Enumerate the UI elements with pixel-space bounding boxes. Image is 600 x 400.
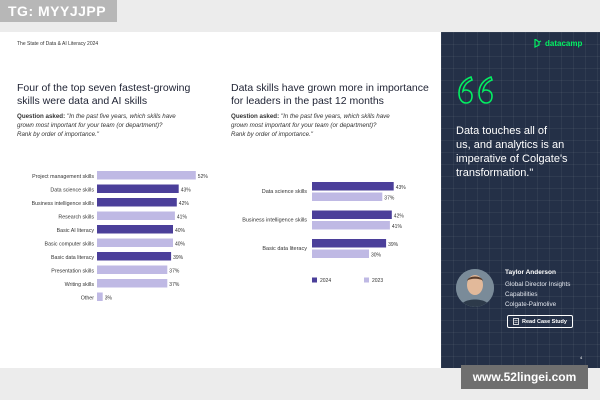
bar	[97, 211, 175, 220]
category-label: Data science skills	[262, 189, 307, 195]
read-case-study-label: Read Case Study	[522, 318, 567, 325]
quote-line: us, and analytics is an	[456, 139, 565, 151]
bar	[312, 210, 392, 219]
value-label: 40%	[175, 228, 186, 234]
category-label: Basic data literacy	[262, 246, 307, 252]
quote-text: Data touches all of us, and analytics is…	[456, 124, 586, 180]
value-label: 41%	[392, 224, 403, 230]
category-label: Presentation skills	[51, 269, 94, 275]
person-title: Capabilities	[505, 291, 538, 298]
logo-text: datacamp	[545, 39, 583, 48]
left-heading: Four of the top seven fastest-growing sk…	[17, 82, 217, 108]
question-line: "In the past five years, which skills ha…	[66, 113, 176, 120]
bar	[312, 221, 390, 230]
value-label: 42%	[394, 214, 405, 220]
question-line: grown most important for your team (or d…	[231, 122, 377, 129]
datacamp-logo: datacamp	[534, 39, 582, 48]
category-label: Research skills	[58, 215, 94, 221]
watermark-top: TG: MYYJJPP	[0, 0, 117, 22]
value-label: 43%	[181, 188, 192, 194]
middle-heading-line: for leaders in the past 12 months	[231, 95, 384, 107]
legend-label: 2023	[372, 278, 383, 284]
question-label: Question asked:	[231, 113, 280, 120]
value-label: 30%	[371, 253, 382, 259]
middle-question: Question asked: "In the past five years,…	[231, 112, 431, 139]
read-case-study-button[interactable]: Read Case Study	[507, 315, 573, 328]
value-label: 37%	[169, 282, 180, 288]
question-line: "In the past five years, which skills ha…	[280, 113, 390, 120]
category-label: Project management skills	[32, 174, 94, 180]
leaders-comparison-chart: Data science skills 43%37% Business intell…	[242, 182, 407, 284]
bar	[312, 192, 383, 201]
value-label: 39%	[173, 255, 184, 261]
legend-label: 2024	[320, 278, 331, 284]
question-line: Rank by order of importance."	[17, 131, 99, 138]
category-label: Basic data literacy	[51, 255, 94, 261]
value-label: 3%	[105, 296, 113, 302]
category-label: Business intelligence skills	[32, 201, 95, 207]
report-label: The State of Data & AI Literacy 2024	[17, 41, 99, 47]
value-label: 43%	[396, 185, 407, 191]
left-heading-line: Four of the top seven fastest-growing	[17, 82, 191, 94]
value-label: 37%	[169, 269, 180, 275]
quote-panel	[441, 32, 600, 368]
question-line: grown most important for your team (or d…	[17, 122, 163, 129]
left-heading-line: skills were data and AI skills	[17, 95, 148, 107]
question-label: Question asked:	[17, 113, 66, 120]
category-label: Other	[81, 296, 94, 302]
value-label: 41%	[177, 215, 188, 221]
category-label: Business intelligence skills	[242, 218, 307, 224]
value-label: 52%	[198, 174, 209, 180]
bar	[97, 225, 173, 234]
category-label: Writing skills	[65, 282, 95, 288]
legend-swatch	[364, 277, 369, 283]
bar	[312, 239, 387, 248]
value-label: 39%	[388, 242, 399, 248]
bar	[312, 249, 369, 258]
bar	[97, 198, 177, 207]
person-title: Global Director Insights	[505, 281, 571, 288]
left-question: Question asked: "In the past five years,…	[17, 112, 217, 139]
bar	[97, 184, 179, 193]
middle-heading: Data skills have grown more in importanc…	[231, 82, 431, 108]
value-label: 42%	[179, 201, 190, 207]
person-company: Colgate-Palmolive	[505, 301, 557, 308]
category-label: Data science skills	[50, 188, 94, 194]
bar	[97, 252, 172, 261]
bar	[97, 265, 168, 274]
quote-line: Data touches all of	[456, 125, 548, 137]
question-line: Rank by order of importance."	[231, 131, 313, 138]
skills-bar-chart: Project management skills 52% Data science…	[32, 171, 209, 302]
page-number: 4	[580, 355, 583, 360]
document-icon	[513, 318, 519, 325]
value-label: 37%	[384, 196, 395, 202]
bar	[97, 292, 103, 301]
value-label: 40%	[175, 242, 186, 248]
report-page: The State of Data & AI Literacy 2024 Fou…	[0, 32, 600, 368]
quote-line: transformation."	[456, 167, 534, 179]
bar	[97, 171, 196, 180]
legend-swatch	[312, 277, 317, 283]
bar	[97, 279, 168, 288]
category-label: Basic AI literacy	[57, 228, 95, 234]
watermark-bottom: www.52lingei.com	[461, 365, 588, 389]
datacamp-logo-icon	[534, 39, 542, 48]
quote-line: imperative of Colgate's	[456, 153, 568, 165]
bar	[312, 182, 394, 191]
person-avatar-icon	[456, 269, 494, 307]
person-name: Taylor Anderson	[505, 269, 556, 276]
bar	[97, 238, 173, 247]
avatar	[456, 269, 494, 307]
category-label: Basic computer skills	[45, 242, 95, 248]
middle-heading-line: Data skills have grown more in importanc…	[231, 82, 429, 94]
quote-icon	[458, 75, 493, 104]
